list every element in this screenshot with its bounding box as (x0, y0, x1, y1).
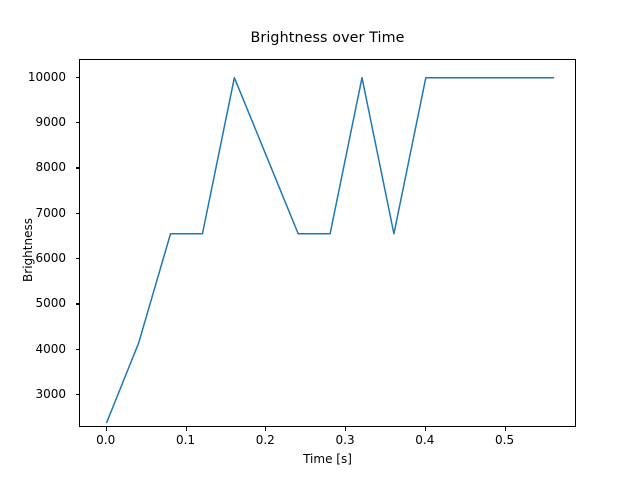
x-tick-mark (345, 427, 347, 431)
plot-area (105, 76, 555, 424)
y-tick-label: 6000 (35, 251, 66, 266)
x-tick-label: 0.3 (335, 433, 355, 447)
y-tick-mark (75, 303, 79, 305)
y-tick-label: 4000 (35, 341, 66, 356)
y-tick-label: 5000 (35, 296, 66, 311)
brightness-line-series (105, 76, 555, 424)
x-axis-label-text: Time [s] (303, 452, 352, 466)
y-tick-mark (75, 167, 79, 169)
x-tick-label: 0.4 (415, 433, 435, 447)
x-tick-label: 0.2 (255, 433, 275, 447)
chart-title: Brightness over Time (0, 30, 640, 46)
x-tick-mark (185, 427, 187, 431)
y-tick-label: 7000 (35, 205, 66, 220)
x-tick-label: 0.0 (96, 433, 116, 447)
y-tick-label: 10000 (27, 69, 66, 84)
x-tick-label: 0.5 (495, 433, 515, 447)
y-tick-mark (75, 348, 79, 350)
x-tick-label: 0.1 (175, 433, 196, 447)
y-tick-label: 9000 (35, 115, 66, 130)
y-tick-mark (75, 212, 79, 214)
x-axis-label: Time [s] (0, 452, 640, 466)
y-axis-label: Brightness (21, 218, 35, 282)
y-tick-label: 3000 (35, 387, 66, 402)
x-tick-mark (424, 427, 426, 431)
plot-axes-frame (79, 59, 576, 427)
y-tick-mark (75, 76, 79, 78)
x-tick-mark (265, 427, 267, 431)
y-tick-mark (75, 258, 79, 260)
y-tick-label: 8000 (35, 160, 66, 175)
x-tick-mark (504, 427, 506, 431)
y-tick-mark (75, 122, 79, 124)
x-tick-mark (105, 427, 107, 431)
chart-title-text: Brightness over Time (250, 30, 405, 46)
y-tick-mark (75, 394, 79, 396)
